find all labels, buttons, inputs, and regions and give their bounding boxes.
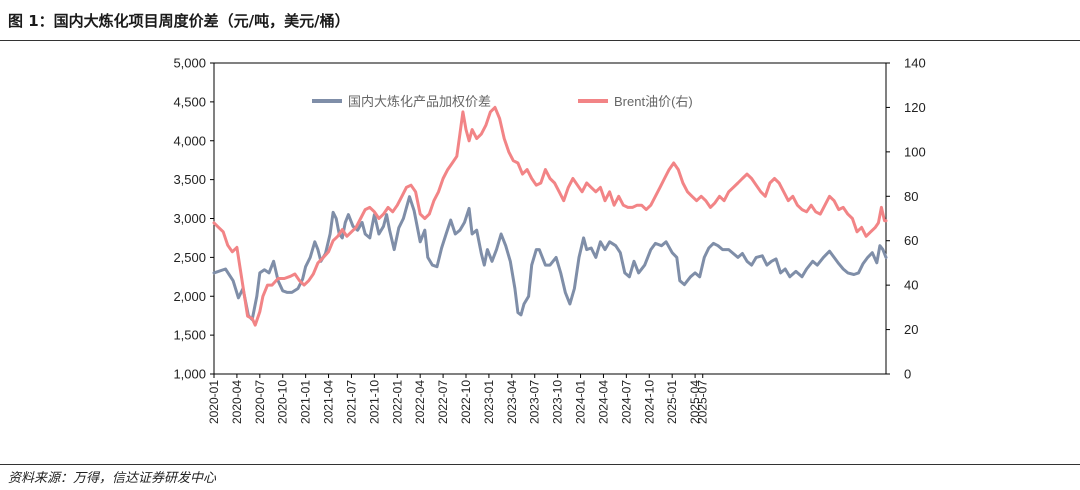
right-axis-tick-label: 60 xyxy=(904,233,918,248)
source-note: 资料来源：万得，信达证券研发中心 xyxy=(8,471,217,486)
right-axis-tick-label: 80 xyxy=(904,189,918,204)
x-axis-tick-label: 2023-10 xyxy=(551,380,565,424)
bottom-divider xyxy=(0,464,1080,465)
right-axis-tick-label: 120 xyxy=(904,100,926,115)
x-axis-tick-label: 2023-07 xyxy=(528,380,542,424)
left-axis-tick-label: 4,000 xyxy=(173,133,206,148)
x-axis-tick-label: 2020-10 xyxy=(276,380,290,424)
plot-frame xyxy=(213,62,887,375)
left-axis-tick-label: 2,000 xyxy=(173,289,206,304)
x-axis-tick-label: 2021-07 xyxy=(344,380,358,424)
left-axis-tick-label: 5,000 xyxy=(173,56,206,71)
right-axis-tick-label: 140 xyxy=(904,56,926,71)
x-axis-tick-label: 2024-04 xyxy=(596,380,610,424)
x-axis-tick-label: 2021-04 xyxy=(322,380,336,424)
right-axis-tick-label: 40 xyxy=(904,278,918,293)
right-axis-tick-label: 20 xyxy=(904,322,918,337)
left-axis-tick-label: 4,500 xyxy=(173,94,206,109)
left-axis-tick-label: 1,500 xyxy=(173,328,206,343)
x-axis-tick-label: 2021-01 xyxy=(299,380,313,424)
left-axis-tick-label: 1,000 xyxy=(173,367,206,382)
series-lines xyxy=(212,105,888,327)
figure-title: 图 1：国内大炼化项目周度价差（元/吨，美元/桶） xyxy=(8,12,350,30)
dual-axis-line-chart: 1,000 1,500 2,000 2,500 3,000 3,500 4,000 4,500… xyxy=(173,56,925,425)
x-axis-tick-label: 2025-04 xyxy=(688,380,702,424)
left-axis-tick-label: 2,500 xyxy=(173,250,206,265)
legend-label-spread: 国内大炼化产品加权价差 xyxy=(348,94,491,109)
legend-label-brent: Brent油价(右) xyxy=(614,94,693,109)
left-axis-tick-label: 3,500 xyxy=(173,172,206,187)
x-axis-tick-label: 2021-10 xyxy=(367,380,381,424)
x-axis-tick-label: 2025-07 xyxy=(696,380,710,424)
x-axis-tick-label: 2020-01 xyxy=(207,380,221,424)
legend: 国内大炼化产品加权价差 Brent油价(右) xyxy=(312,94,693,109)
axes: 1,000 1,500 2,000 2,500 3,000 3,500 4,000 4,500… xyxy=(173,56,925,425)
x-axis-tick-label: 2022-07 xyxy=(436,380,450,424)
x-axis-tick-label: 2024-07 xyxy=(619,380,633,424)
right-axis-tick-label: 100 xyxy=(904,144,926,159)
x-axis-tick-label: 2024-01 xyxy=(574,380,588,424)
x-axis-tick-label: 2025-01 xyxy=(665,380,679,424)
x-axis-tick-label: 2022-10 xyxy=(459,380,473,424)
x-axis-tick-label: 2023-01 xyxy=(482,380,496,424)
right-axis-tick-label: 0 xyxy=(904,367,911,382)
top-divider xyxy=(0,40,1080,41)
series-line-spread xyxy=(212,195,888,322)
x-axis-tick-label: 2020-04 xyxy=(230,380,244,424)
x-axis-tick-label: 2024-10 xyxy=(642,380,656,424)
x-axis-tick-label: 2020-07 xyxy=(253,380,267,424)
left-axis-tick-label: 3,000 xyxy=(173,211,206,226)
x-axis-tick-label: 2022-04 xyxy=(413,380,427,424)
series-line-brent xyxy=(212,105,888,327)
x-axis-tick-label: 2022-01 xyxy=(390,380,404,424)
x-axis-tick-label: 2023-04 xyxy=(505,380,519,424)
